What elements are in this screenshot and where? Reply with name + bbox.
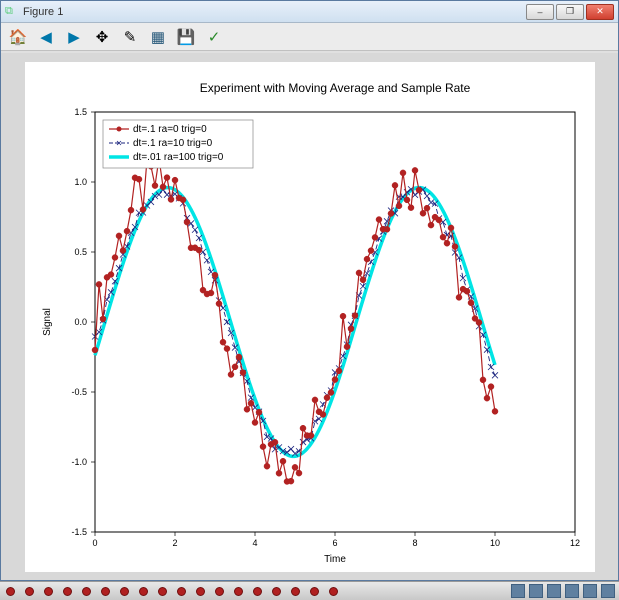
titlebar[interactable]: ⧉ Figure 1 – ❐ ✕ <box>1 1 618 23</box>
task-dot[interactable] <box>215 587 224 596</box>
tray-icon[interactable] <box>565 584 579 598</box>
save-icon[interactable]: 💾 <box>175 26 197 48</box>
task-dot[interactable] <box>63 587 72 596</box>
system-tray[interactable] <box>507 584 619 598</box>
window-buttons: – ❐ ✕ <box>524 4 614 20</box>
task-dot[interactable] <box>253 587 262 596</box>
tray-icon[interactable] <box>529 584 543 598</box>
svg-text:0.0: 0.0 <box>74 317 87 327</box>
back-icon[interactable]: ◀ <box>35 26 57 48</box>
svg-text:-1.5: -1.5 <box>71 527 87 537</box>
svg-text:12: 12 <box>569 538 579 548</box>
svg-text:-1.0: -1.0 <box>71 457 87 467</box>
svg-text:Time: Time <box>324 554 346 565</box>
close-button[interactable]: ✕ <box>586 4 614 20</box>
task-dot[interactable] <box>6 587 15 596</box>
tray-icon[interactable] <box>583 584 597 598</box>
window-title: Figure 1 <box>23 6 524 18</box>
svg-text:dt=.01 ra=100 trig=0: dt=.01 ra=100 trig=0 <box>133 152 224 163</box>
tray-icon[interactable] <box>511 584 525 598</box>
task-dots <box>0 587 507 596</box>
task-dot[interactable] <box>291 587 300 596</box>
task-dot[interactable] <box>44 587 53 596</box>
toolbar: 🏠 ◀ ▶ ✥ ✎ ▦ 💾 ✓ <box>1 23 618 51</box>
apply-icon[interactable]: ✓ <box>203 26 225 48</box>
svg-text:0: 0 <box>92 538 97 548</box>
svg-text:dt=.1 ra=0 trig=0: dt=.1 ra=0 trig=0 <box>133 124 207 135</box>
chart-svg: Experiment with Moving Average and Sampl… <box>25 62 595 572</box>
svg-text:4: 4 <box>252 538 257 548</box>
svg-text:6: 6 <box>332 538 337 548</box>
app-icon: ⧉ <box>5 5 19 19</box>
svg-text:Experiment with Moving Average: Experiment with Moving Average and Sampl… <box>199 81 470 95</box>
forward-icon[interactable]: ▶ <box>63 26 85 48</box>
tray-icon[interactable] <box>601 584 615 598</box>
maximize-button[interactable]: ❐ <box>556 4 584 20</box>
home-icon[interactable]: 🏠 <box>7 26 29 48</box>
svg-text:1.0: 1.0 <box>74 177 87 187</box>
task-dot[interactable] <box>139 587 148 596</box>
svg-text:-0.5: -0.5 <box>71 387 87 397</box>
svg-text:1.5: 1.5 <box>74 107 87 117</box>
minimize-button[interactable]: – <box>526 4 554 20</box>
task-dot[interactable] <box>158 587 167 596</box>
task-dot[interactable] <box>82 587 91 596</box>
task-dot[interactable] <box>234 587 243 596</box>
task-dot[interactable] <box>101 587 110 596</box>
pan-icon[interactable]: ✥ <box>91 26 113 48</box>
task-dot[interactable] <box>310 587 319 596</box>
svg-text:0.5: 0.5 <box>74 247 87 257</box>
task-dot[interactable] <box>272 587 281 596</box>
task-dot[interactable] <box>177 587 186 596</box>
taskbar[interactable] <box>0 581 619 600</box>
svg-text:dt=.1 ra=10 trig=0: dt=.1 ra=10 trig=0 <box>133 138 213 149</box>
figure-canvas: Experiment with Moving Average and Sampl… <box>25 62 595 572</box>
svg-text:2: 2 <box>172 538 177 548</box>
svg-text:8: 8 <box>412 538 417 548</box>
tray-icon[interactable] <box>547 584 561 598</box>
figure-window: ⧉ Figure 1 – ❐ ✕ 🏠 ◀ ▶ ✥ ✎ ▦ 💾 ✓ Experim… <box>0 0 619 581</box>
subplots-icon[interactable]: ▦ <box>147 26 169 48</box>
svg-text:Signal: Signal <box>42 308 53 336</box>
svg-text:10: 10 <box>489 538 499 548</box>
task-dot[interactable] <box>196 587 205 596</box>
plot-area: Experiment with Moving Average and Sampl… <box>1 53 618 580</box>
zoom-icon[interactable]: ✎ <box>119 26 141 48</box>
task-dot[interactable] <box>120 587 129 596</box>
task-dot[interactable] <box>329 587 338 596</box>
task-dot[interactable] <box>25 587 34 596</box>
